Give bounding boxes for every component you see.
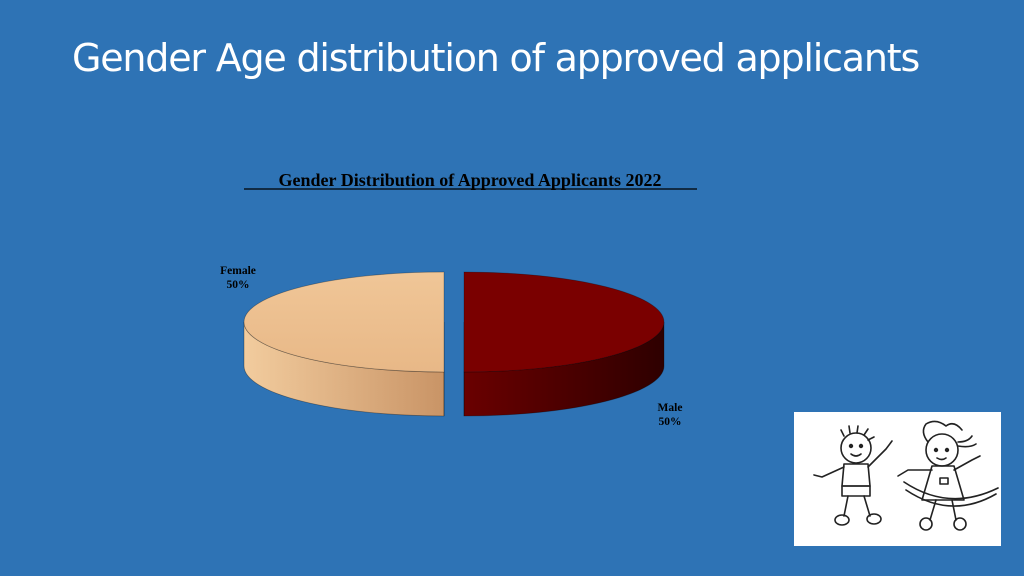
slide-title: Gender Age distribution of approved appl… (72, 36, 920, 80)
chart-title: Gender Distribution of Approved Applican… (279, 170, 662, 190)
children-illustration (794, 412, 1001, 546)
pie-percent-female: 50% (227, 279, 250, 291)
pie-slice-male (463, 271, 665, 373)
pie-percent-male: 50% (659, 416, 682, 428)
pie-label-male: Male (658, 402, 683, 414)
pie-slice-female (243, 271, 445, 373)
pie-label-female: Female (220, 265, 256, 277)
children-playing-icon (813, 420, 999, 531)
